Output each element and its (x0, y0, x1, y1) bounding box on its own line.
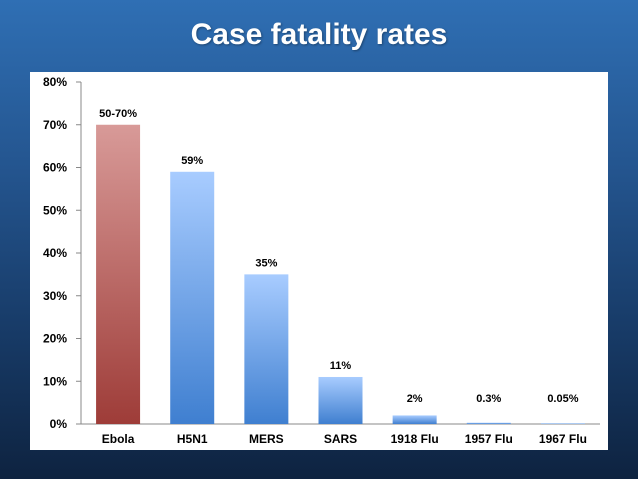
data-label: 35% (255, 257, 277, 269)
bar-ebola (96, 124, 141, 424)
y-tick-label: 10% (43, 374, 67, 388)
x-tick-label: 1918 Flu (391, 432, 439, 446)
x-tick-label: 1957 Flu (465, 432, 513, 446)
x-tick-label: 1967 Flu (539, 432, 587, 446)
y-tick-label: 70% (43, 118, 67, 132)
x-tick-label: SARS (324, 432, 357, 446)
bar-1957-flu (466, 422, 511, 424)
data-label: 0.3% (476, 393, 501, 405)
data-label: 0.05% (547, 393, 578, 405)
bar-chart: 0% 10% 20% 30% 40% 50% 60% 70% 80% Ebola H5N1 MERS… (43, 75, 600, 446)
y-tick-label: 80% (43, 75, 67, 89)
bar-1967-flu (540, 423, 585, 424)
x-tick-label: Ebola (102, 432, 135, 446)
y-tick-label: 30% (43, 289, 67, 303)
x-tick-label: MERS (249, 432, 284, 446)
data-label: 50-70% (99, 108, 137, 120)
y-tick-label: 20% (43, 332, 67, 346)
data-label: 2% (407, 393, 423, 405)
data-label: 11% (330, 360, 352, 372)
bar-1918-flu (392, 415, 437, 424)
y-tick-label: 40% (43, 246, 67, 260)
slide-title: Case fatality rates (190, 18, 448, 51)
y-tick-label: 0% (50, 417, 68, 431)
bar-sars (318, 376, 363, 424)
y-tick-label: 60% (43, 161, 67, 175)
bar-h5n1 (170, 171, 215, 424)
chart-panel: 0% 10% 20% 30% 40% 50% 60% 70% 80% Ebola H5N1 MERS… (30, 72, 608, 450)
bar-mers (244, 274, 289, 424)
y-tick-label: 50% (43, 203, 67, 217)
data-label: 59% (181, 155, 203, 167)
x-tick-label: H5N1 (177, 432, 208, 446)
